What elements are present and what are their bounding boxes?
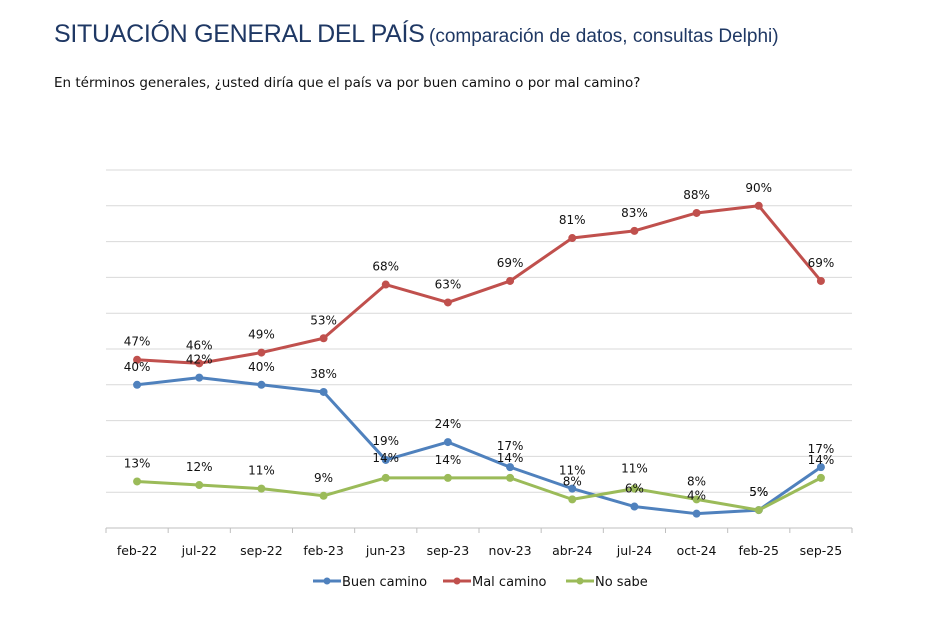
data-point (443, 473, 452, 482)
data-label: 46% (186, 338, 213, 352)
data-point (257, 380, 266, 389)
data-point (133, 380, 142, 389)
data-label: 14% (808, 453, 835, 467)
x-tick-label: oct-24 (677, 543, 717, 558)
legend-label: No sabe (595, 575, 648, 590)
data-point (506, 463, 515, 472)
data-label: 40% (248, 360, 275, 374)
data-point (195, 359, 204, 368)
data-point (195, 481, 204, 490)
survey-question: En términos generales, ¿usted diría que … (54, 75, 641, 91)
data-label: 68% (372, 260, 399, 274)
data-label: 88% (683, 188, 710, 202)
x-tick-label: jun-23 (365, 543, 406, 558)
series-line-mal-camino (136, 204, 823, 365)
data-label: 14% (435, 453, 462, 467)
x-tick-label: sep-22 (240, 543, 283, 558)
data-point (506, 473, 515, 482)
x-tick-label: feb-22 (117, 543, 157, 558)
data-label: 13% (124, 456, 151, 470)
data-point (257, 348, 266, 357)
data-point (692, 208, 701, 217)
data-point (568, 495, 577, 504)
data-label: 49% (248, 328, 275, 342)
data-point (692, 495, 701, 504)
data-point (630, 484, 639, 493)
data-point (133, 477, 142, 486)
data-point (381, 473, 390, 482)
data-label: 11% (559, 464, 586, 478)
data-point (816, 276, 825, 285)
data-point (568, 234, 577, 243)
data-label: 42% (186, 353, 213, 367)
data-point (319, 387, 328, 396)
data-label: 14% (372, 451, 399, 465)
data-label: 90% (745, 181, 772, 195)
data-label: 81% (559, 213, 586, 227)
data-point (381, 280, 390, 289)
x-tick-label: jul-24 (616, 543, 652, 558)
data-point (443, 298, 452, 307)
data-label: 11% (621, 462, 648, 476)
series-line-no-sabe (136, 476, 822, 512)
x-tick-label: jul-22 (181, 543, 217, 558)
x-tick-label: nov-23 (489, 543, 532, 558)
data-label: 8% (563, 474, 582, 488)
data-point (816, 463, 825, 472)
data-label: 53% (310, 313, 337, 327)
data-point (443, 438, 452, 447)
x-tick-label: feb-25 (739, 543, 779, 558)
data-label: 17% (808, 442, 835, 456)
data-label: 63% (435, 277, 462, 291)
data-point (754, 201, 763, 210)
title-subtitle: (comparación de datos, consultas Delphi) (429, 26, 779, 47)
data-point (692, 509, 701, 518)
data-label: 4% (687, 489, 706, 503)
data-label: 69% (497, 256, 524, 270)
data-point (630, 502, 639, 511)
legend-label: Mal camino (472, 575, 547, 590)
data-label: 83% (621, 206, 648, 220)
x-tick-label: abr-24 (552, 543, 592, 558)
data-label: 19% (372, 434, 399, 448)
legend-label: Buen camino (342, 575, 427, 590)
data-label: 11% (248, 464, 275, 478)
x-tick-label: feb-23 (303, 543, 343, 558)
data-point (381, 455, 390, 464)
data-label: 6% (625, 482, 644, 496)
data-label: 40% (124, 360, 151, 374)
title-main: SITUACIÓN GENERAL DEL PAÍS (54, 20, 425, 48)
legend-point-marker (323, 577, 331, 585)
data-label: 9% (314, 471, 333, 485)
data-label: 69% (808, 256, 835, 270)
data-point (816, 473, 825, 482)
data-point (568, 484, 577, 493)
data-label: 17% (497, 439, 524, 453)
data-label: 5% (749, 485, 768, 499)
data-point (506, 276, 515, 285)
x-tick-label: sep-25 (800, 543, 843, 558)
chart-title: SITUACIÓN GENERAL DEL PAÍS (comparación … (54, 20, 779, 49)
data-label: 24% (435, 417, 462, 431)
data-point (133, 355, 142, 364)
data-point (195, 373, 204, 382)
data-point (319, 334, 328, 343)
legend-point-marker (576, 577, 584, 585)
data-point (257, 484, 266, 493)
data-label: 38% (310, 367, 337, 381)
data-label: 47% (124, 335, 151, 349)
data-label: 5% (749, 485, 768, 499)
legend-point-marker (453, 577, 461, 585)
data-point (319, 491, 328, 500)
x-tick-label: sep-23 (427, 543, 470, 558)
data-point (754, 506, 763, 515)
data-label: 12% (186, 460, 213, 474)
data-label: 14% (497, 451, 524, 465)
series-line-buen-camino (136, 376, 822, 516)
data-point (630, 226, 639, 235)
data-label: 8% (687, 474, 706, 488)
